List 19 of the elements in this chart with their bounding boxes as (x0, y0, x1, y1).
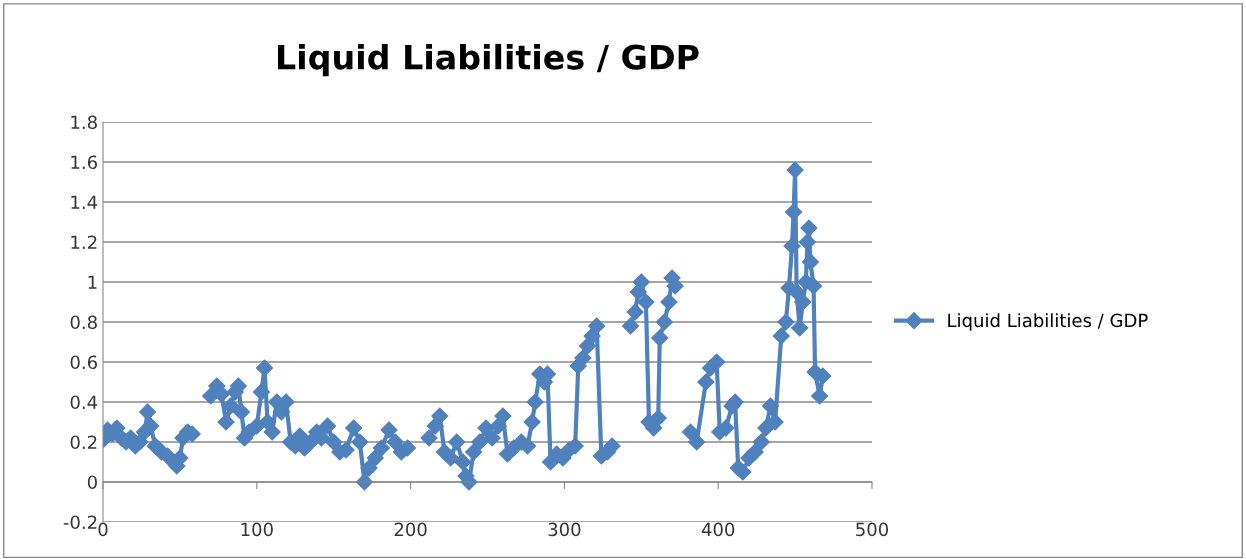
y-tick-label: 1.2 (71, 235, 97, 249)
y-tick-label: 1 (88, 275, 97, 289)
y-tick-label: 0.4 (70, 395, 98, 410)
y-tick-label: 1.8 (71, 115, 97, 130)
x-tick-label: 500 (856, 522, 889, 537)
y-tick-label: 1.6 (71, 155, 97, 170)
y-tick-label: 1.4 (71, 195, 98, 209)
y-tick-label: 0 (87, 475, 97, 490)
y-tick-label: 0.6 (70, 355, 97, 370)
chart-title: Liquid Liabilities / GDP (278, 43, 699, 77)
x-tick-label: 200 (394, 522, 427, 537)
x-tick-label: 400 (701, 522, 735, 537)
x-tick-label: 100 (241, 522, 273, 537)
y-tick-label: 0.2 (70, 435, 97, 450)
y-tick-label: 0.8 (70, 315, 97, 330)
x-tick-label: 0 (98, 522, 108, 537)
legend-label: Liquid Liabilities / GDP (948, 313, 1148, 331)
y-tick-label: -0.2 (63, 515, 97, 530)
x-tick-label: 300 (548, 522, 581, 537)
